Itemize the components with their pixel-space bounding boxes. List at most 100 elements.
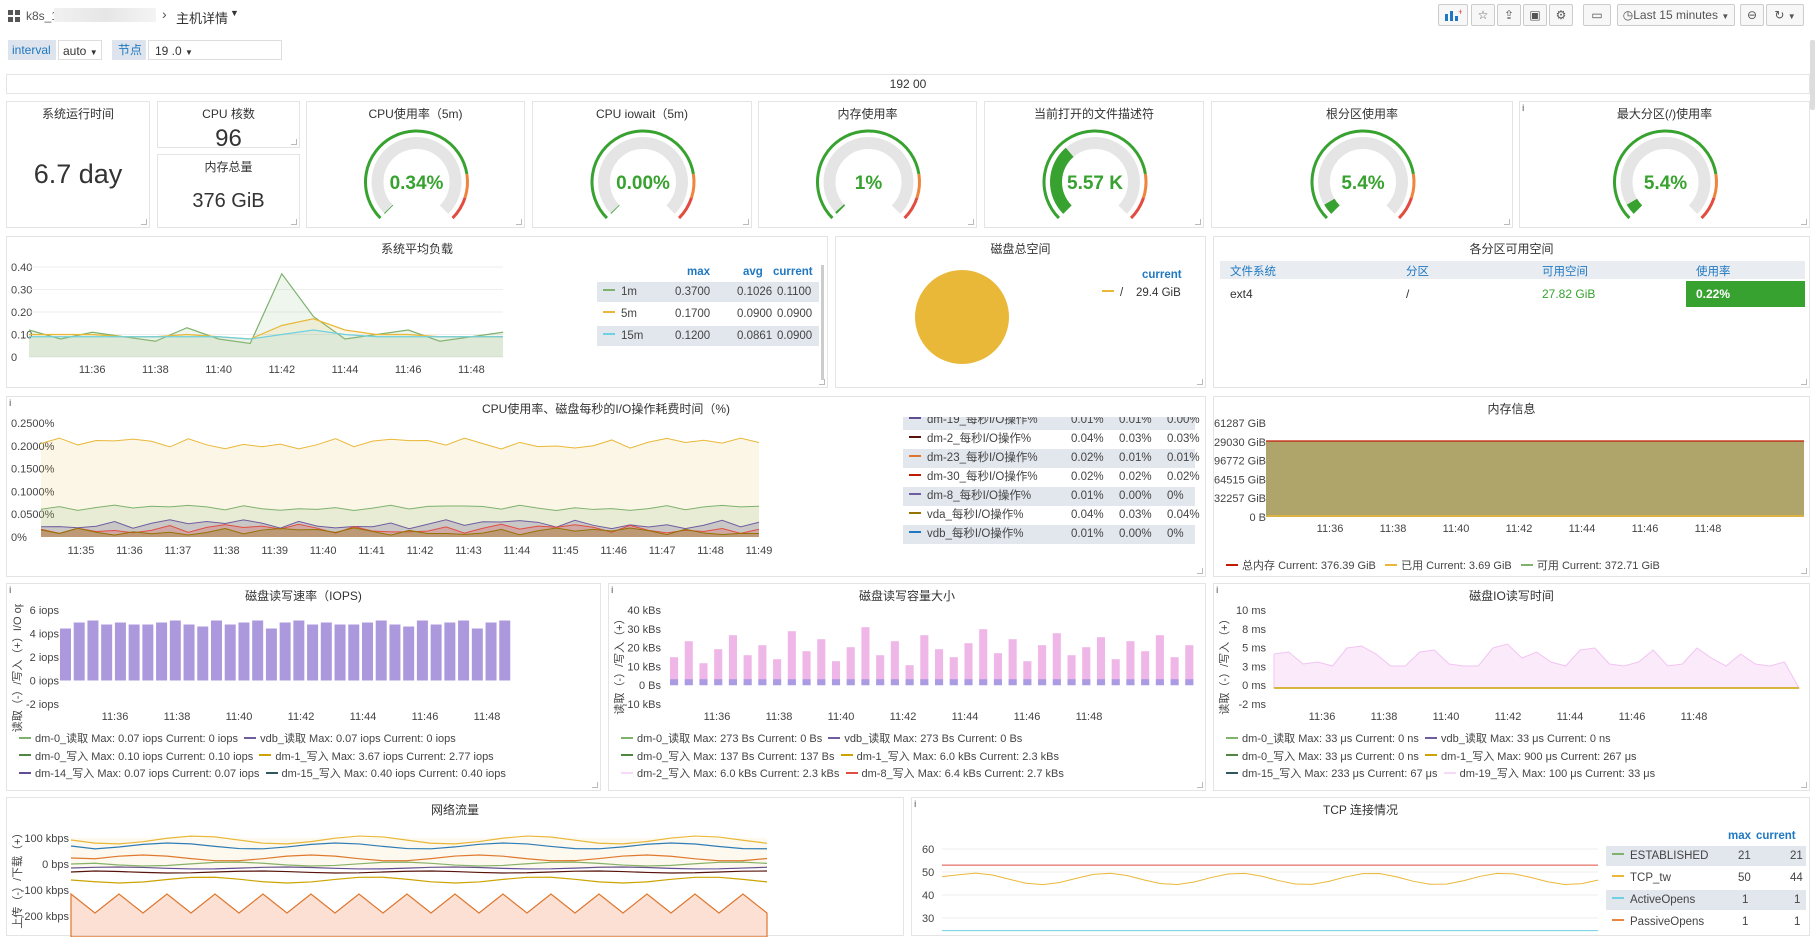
gauge-track [823, 137, 914, 214]
x-tick-label: 11:48 [1695, 523, 1722, 535]
star-button[interactable]: ☆ [1471, 4, 1495, 26]
y-tick-label: 186.264515 GiB [1214, 474, 1266, 486]
legend-item[interactable]: 总内存 Current: 376.39 GiB [1226, 560, 1376, 572]
legend-item[interactable]: dm-0_写入 Max: 0.10 iops Current: 0.10 iop… [19, 751, 253, 763]
legend-item[interactable]: dm-14_写入 Max: 0.07 iops Current: 0.07 io… [19, 768, 259, 780]
legend-item[interactable]: dm-0_写入 Max: 33 μs Current: 0 ns [1226, 751, 1419, 763]
dashboard-title[interactable]: 主机详情 [176, 11, 229, 26]
add-panel-button[interactable]: + [1438, 4, 1468, 26]
legend-scrollbar[interactable] [821, 265, 824, 380]
pie-legend-item[interactable]: / [1096, 287, 1123, 299]
share-button[interactable]: ⇪ [1497, 4, 1521, 26]
legend-item[interactable]: dm-0_读取 Max: 0.07 iops Current: 0 iops [19, 733, 238, 745]
legend-row[interactable]: 15m 0.1200 0.0861 0.0900 [597, 326, 819, 346]
resize-handle[interactable] [1197, 782, 1203, 788]
col-usage[interactable]: 使用率 [1696, 266, 1731, 278]
resize-handle[interactable] [291, 219, 297, 225]
legend-item[interactable]: vdb_读取 Max: 33 μs Current: 0 ns [1425, 733, 1611, 745]
y-tick-label: 0.20 [11, 307, 32, 319]
legend-item[interactable]: dm-15_写入 Max: 233 μs Current: 67 μs [1226, 768, 1437, 780]
resize-handle[interactable] [592, 782, 598, 788]
legend-item[interactable]: dm-15_写入 Max: 0.40 iops Current: 0.40 io… [265, 768, 506, 780]
resize-handle[interactable] [1801, 219, 1807, 225]
partitions-panel: 各分区可用空间 文件系统 分区 可用空间 使用率 ext4 / 27.82 Gi… [1213, 236, 1810, 388]
col-fs[interactable]: 文件系统 [1230, 266, 1276, 278]
save-button[interactable]: ▣ [1523, 4, 1547, 26]
legend-item[interactable]: vdb_读取 Max: 0.07 iops Current: 0 iops [244, 733, 456, 745]
info-icon[interactable]: i [1522, 103, 1525, 113]
resize-handle[interactable] [516, 219, 522, 225]
x-tick-label: 11:44 [350, 711, 377, 723]
resize-handle[interactable] [1195, 219, 1201, 225]
interval-select[interactable]: auto ▼ [58, 40, 102, 60]
resize-handle[interactable] [1197, 568, 1203, 574]
legend-row[interactable]: ESTABLISHED 21 21 [1606, 846, 1806, 866]
node-select[interactable]: 19 .0 ▼ [148, 40, 282, 60]
legend-item[interactable]: vdb_读取 Max: 273 Bs Current: 0 Bs [828, 733, 1022, 745]
tv-mode-button[interactable]: ▭ [1583, 4, 1611, 26]
bar [876, 679, 885, 686]
legend-row[interactable]: dm-19_每秒I/O操作% 0.01% 0.01% 0.00% [903, 417, 1200, 430]
legend-item[interactable]: dm-1_写入 Max: 3.67 iops Current: 2.77 iop… [259, 751, 494, 763]
legend-row[interactable]: vdb_每秒I/O操作% 0.01% 0.00% 0% [903, 525, 1195, 544]
info-icon[interactable]: i [1216, 585, 1219, 595]
resize-handle[interactable] [1504, 219, 1510, 225]
x-tick-label: 11:40 [226, 711, 253, 723]
resize-handle[interactable] [968, 219, 974, 225]
page-scrollbar[interactable] [1810, 40, 1815, 110]
time-picker-button[interactable]: ◷Last 15 minutes ▼ [1617, 4, 1735, 26]
legend-row[interactable]: TCP_tw 50 44 [1606, 868, 1806, 888]
resize-handle[interactable] [1801, 379, 1807, 385]
legend-row[interactable]: dm-23_每秒I/O操作% 0.02% 0.01% 0.01% [903, 449, 1200, 468]
info-icon[interactable]: i [9, 585, 12, 595]
legend-item[interactable]: dm-8_写入 Max: 6.4 kBs Current: 2.7 kBs [845, 768, 1064, 780]
legend-item[interactable]: dm-0_读取 Max: 33 μs Current: 0 ns [1226, 733, 1419, 745]
legend-item[interactable]: 已用 Current: 3.69 GiB [1385, 560, 1512, 572]
legend-row[interactable]: ActiveOpens 1 1 [1606, 890, 1806, 910]
x-tick-label: 11:38 [142, 364, 169, 376]
resize-handle[interactable] [1801, 568, 1807, 574]
legend-item[interactable]: dm-2_写入 Max: 6.0 kBs Current: 2.3 kBs [621, 768, 839, 780]
legend-row[interactable]: PassiveOpens 1 1 [1606, 912, 1806, 932]
gauge-threshold-orange [1712, 173, 1718, 199]
legend-row[interactable]: dm-30_每秒I/O操作% 0.02% 0.02% 0.02% [903, 468, 1200, 487]
breadcrumb-folder[interactable]: k8s_1 [26, 9, 59, 23]
resize-handle[interactable] [1801, 782, 1807, 788]
legend-row[interactable]: 1m 0.3700 0.1026 0.1100 [597, 282, 819, 302]
bar [890, 679, 899, 686]
legend-item[interactable]: dm-1_写入 Max: 6.0 kBs Current: 2.3 kBs [840, 751, 1059, 763]
legend-item[interactable]: dm-0_读取 Max: 273 Bs Current: 0 Bs [621, 733, 822, 745]
gauge-panel-memory: 内存使用率 1% [758, 101, 977, 228]
bar [1141, 651, 1150, 686]
cpu-cores-panel: CPU 核数 96 [157, 101, 300, 152]
col-available[interactable]: 可用空间 [1542, 266, 1588, 278]
title-caret-icon[interactable]: ▼ [230, 8, 239, 18]
bar [471, 628, 483, 681]
legend-item[interactable]: 可用 Current: 372.71 GiB [1520, 560, 1660, 572]
legend-row[interactable]: dm-2_每秒I/O操作% 0.04% 0.03% 0.03% [903, 430, 1200, 449]
resize-handle[interactable] [1197, 379, 1203, 385]
resize-handle[interactable] [819, 379, 825, 385]
dashboard-grid-icon[interactable] [8, 10, 20, 22]
info-icon[interactable]: i [611, 585, 614, 595]
bar [1023, 679, 1032, 686]
resize-handle[interactable] [743, 219, 749, 225]
legend-item[interactable]: dm-1_写入 Max: 900 μs Current: 267 μs [1425, 751, 1637, 763]
memory-gauge: 1% [816, 129, 921, 220]
settings-button[interactable]: ⚙ [1549, 4, 1573, 26]
legend-row[interactable]: 5m 0.1700 0.0900 0.0900 [597, 304, 819, 324]
info-icon[interactable]: i [914, 799, 917, 809]
legend-item[interactable]: dm-0_写入 Max: 137 Bs Current: 137 Bs [621, 751, 834, 763]
resize-handle[interactable] [141, 219, 147, 225]
bar [1096, 637, 1106, 686]
zoom-out-button[interactable]: ⊖ [1740, 4, 1764, 26]
refresh-button[interactable]: ↻ ▼ [1766, 4, 1804, 26]
legend-row[interactable]: vda_每秒I/O操作% 0.04% 0.03% 0.04% [903, 506, 1200, 525]
col-partition[interactable]: 分区 [1406, 266, 1429, 278]
legend-row[interactable]: dm-8_每秒I/O操作% 0.01% 0.00% 0% [903, 487, 1195, 506]
resize-handle[interactable] [291, 139, 297, 145]
legend-item[interactable]: dm-19_写入 Max: 100 μs Current: 33 μs [1443, 768, 1655, 780]
cell-partition: / [1406, 287, 1410, 301]
bar [1111, 679, 1120, 686]
info-icon[interactable]: i [9, 398, 12, 408]
